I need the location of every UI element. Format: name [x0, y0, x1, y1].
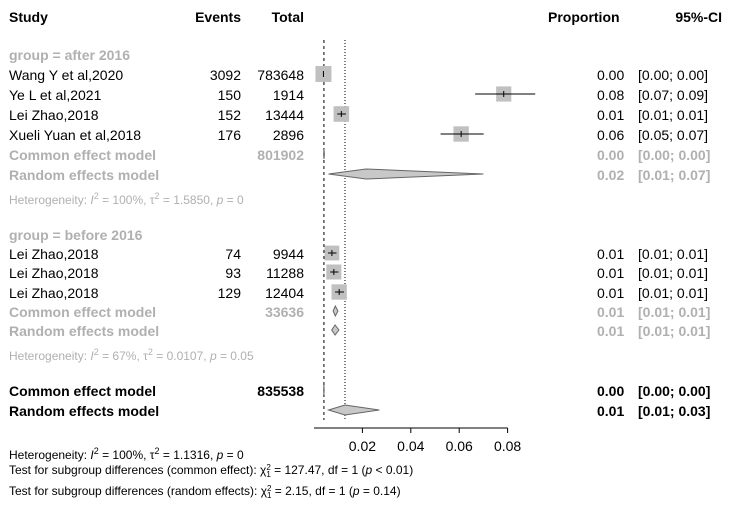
header-ci: 95%-CI: [675, 9, 722, 25]
overall-heterogeneity-text: Heterogeneity: I2 = 100%, τ2 = 1.1316, p…: [9, 446, 244, 462]
study-name: Lei Zhao,2018: [9, 246, 99, 262]
study-events: 152: [217, 107, 241, 123]
heterogeneity-text: Heterogeneity: I2 = 100%, τ2 = 1.5850, p…: [9, 191, 244, 207]
common-effect-diamond: [323, 148, 325, 160]
study-proportion: 0.01: [597, 246, 625, 262]
header-study: Study: [9, 9, 48, 25]
study-name: Lei Zhao,2018: [9, 107, 99, 123]
x-axis-tick-label: 0.02: [349, 438, 376, 454]
study-proportion: 0.01: [597, 285, 625, 301]
random-effects-proportion: 0.02: [597, 167, 625, 183]
random-effects-ci: [0.01; 0.07]: [638, 167, 711, 183]
overall-common-effect-proportion: 0.00: [597, 383, 625, 399]
x-axis-tick-label: 0.06: [446, 438, 473, 454]
group-label: group = after 2016: [9, 47, 130, 63]
study-total: 9944: [272, 246, 304, 262]
common-effect-proportion: 0.00: [597, 147, 625, 163]
header-proportion: Proportion: [548, 9, 620, 25]
study-events: 74: [225, 246, 241, 262]
common-effect-diamond: [332, 304, 339, 318]
random-effects-label: Random effects model: [9, 323, 160, 339]
study-ci: [0.05; 0.07]: [638, 127, 709, 143]
x-axis-tick-label: 0.04: [397, 438, 424, 454]
overall-random-effects-diamond: [326, 404, 380, 416]
common-effect-label: Common effect model: [9, 147, 157, 163]
overall-common-effect-total: 835538: [257, 383, 304, 399]
study-total: 2896: [272, 127, 304, 143]
common-effect-proportion: 0.01: [597, 304, 625, 320]
group-label: group = before 2016: [9, 227, 143, 243]
study-ci: [0.00; 0.00]: [638, 67, 709, 83]
header-events: Events: [195, 9, 241, 25]
study-ci: [0.01; 0.01]: [638, 107, 709, 123]
overall-common-effect-ci: [0.00; 0.00]: [638, 383, 711, 399]
study-events: 176: [217, 127, 241, 143]
x-axis-tick-label: 0.08: [494, 438, 521, 454]
study-name: Xueli Yuan et al,2018: [9, 127, 142, 143]
study-total: 1914: [272, 87, 304, 103]
study-total: 13444: [265, 107, 304, 123]
heterogeneity-text: Heterogeneity: I2 = 67%, τ2 = 0.0107, p …: [9, 347, 254, 363]
overall-random-effects-ci: [0.01; 0.03]: [638, 403, 711, 419]
random-effects-proportion: 0.01: [597, 323, 625, 339]
study-events: 93: [225, 265, 241, 281]
study-proportion: 0.01: [597, 265, 625, 281]
subgroup-test-random-text: Test for subgroup differences (random ef…: [9, 483, 401, 500]
study-proportion: 0.01: [597, 107, 625, 123]
study-total: 12404: [265, 285, 304, 301]
common-effect-ci: [0.01; 0.01]: [638, 304, 711, 320]
overall-random-effects-proportion: 0.01: [597, 403, 625, 419]
overall-common-effect-label: Common effect model: [9, 383, 157, 399]
study-name: Lei Zhao,2018: [9, 265, 99, 281]
random-effects-diamond: [328, 168, 484, 180]
random-effects-diamond: [331, 324, 340, 336]
study-events: 150: [217, 87, 241, 103]
common-effect-total: 801902: [257, 147, 304, 163]
study-total: 783648: [257, 67, 304, 83]
study-proportion: 0.06: [597, 127, 625, 143]
study-name: Lei Zhao,2018: [9, 285, 99, 301]
study-ci: [0.01; 0.01]: [638, 265, 709, 281]
study-events: 3092: [209, 67, 241, 83]
study-ci: [0.01; 0.01]: [638, 246, 709, 262]
random-effects-ci: [0.01; 0.01]: [638, 323, 711, 339]
study-ci: [0.07; 0.09]: [638, 87, 709, 103]
study-ci: [0.01; 0.01]: [638, 285, 709, 301]
study-name: Wang Y et al,2020: [9, 67, 124, 83]
common-effect-ci: [0.00; 0.00]: [638, 147, 711, 163]
header-total: Total: [271, 9, 304, 25]
common-effect-total: 33636: [265, 304, 304, 320]
study-name: Ye L et al,2021: [9, 87, 102, 103]
study-total: 11288: [266, 265, 304, 281]
study-proportion: 0.00: [597, 67, 625, 83]
random-effects-label: Random effects model: [9, 167, 160, 183]
overall-random-effects-label: Random effects model: [9, 403, 160, 419]
common-effect-label: Common effect model: [9, 304, 157, 320]
subgroup-test-common-text: Test for subgroup differences (common ef…: [9, 462, 414, 479]
study-events: 129: [217, 285, 241, 301]
study-proportion: 0.08: [597, 87, 625, 103]
